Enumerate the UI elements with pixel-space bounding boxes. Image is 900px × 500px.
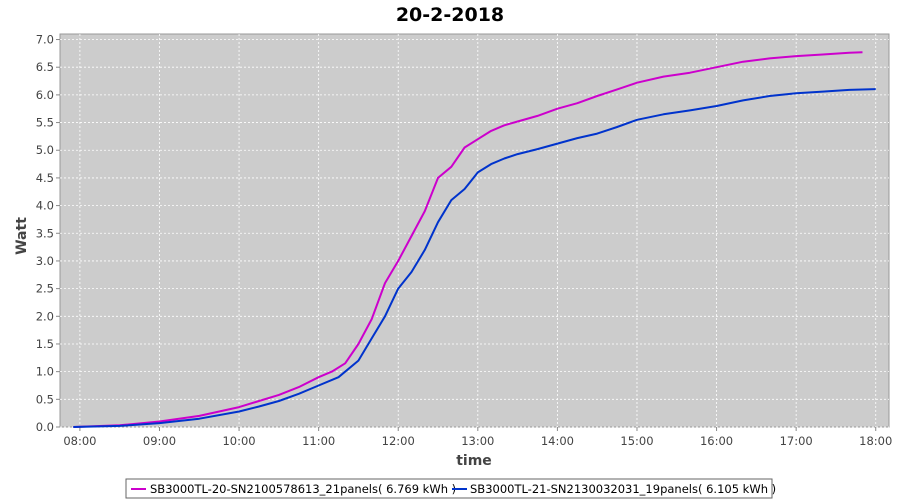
grid [60,34,889,428]
y-tick-label: 3.5 [36,226,54,240]
x-tick-label: 17:00 [780,434,813,448]
legend-label-1: SB3000TL-20-SN2100578613_21panels( 6.769… [150,482,456,496]
x-tick-label: 11:00 [302,434,335,448]
y-tick-label: 0.5 [36,392,54,406]
series-line-2 [73,88,876,428]
series-line-1 [73,51,863,428]
y-tick-label: 2.5 [36,282,54,296]
series-layer [73,51,876,428]
x-tick-label: 16:00 [700,434,733,448]
legend-label-2: SB3000TL-21-SN2130032031_19panels( 6.105… [470,482,776,496]
legend-items: SB3000TL-20-SN2100578613_21panels( 6.769… [131,482,776,496]
x-tick-label: 12:00 [382,434,415,448]
y-tick-label: 5.0 [36,143,54,157]
x-tick-label: 13:00 [461,434,494,448]
x-tick-label: 09:00 [143,434,176,448]
y-tick-label: 5.5 [36,116,54,130]
x-tick-label: 15:00 [620,434,653,448]
chart-title: 20-2-2018 [396,4,504,26]
y-tick-label: 2.0 [36,309,54,323]
y-tick-label: 1.0 [36,365,54,379]
plot-area [59,33,890,428]
x-tick-label: 18:00 [859,434,892,448]
x-axis-label: time [456,453,492,469]
y-tick-label: 4.5 [36,171,54,185]
y-tick-label: 6.0 [36,88,54,102]
x-tick-label: 14:00 [541,434,574,448]
y-tick-label: 6.5 [36,60,54,74]
x-tick-label: 10:00 [222,434,255,448]
y-tick-label: 4.0 [36,199,54,213]
y-tick-label: 3.0 [36,254,54,268]
y-tick-label: 1.5 [36,337,54,351]
x-tick-label: 08:00 [63,434,96,448]
y-tick-label: 7.0 [36,33,54,47]
y-axis-label: Watt [14,217,30,255]
y-tick-label: 0.0 [36,420,54,434]
axes: 0.0 0.5 1.0 1.5 2.0 2.5 3.0 3.5 4.0 4.5 5.0 5.5 6.0 6… [36,33,893,448]
legend [125,478,773,499]
